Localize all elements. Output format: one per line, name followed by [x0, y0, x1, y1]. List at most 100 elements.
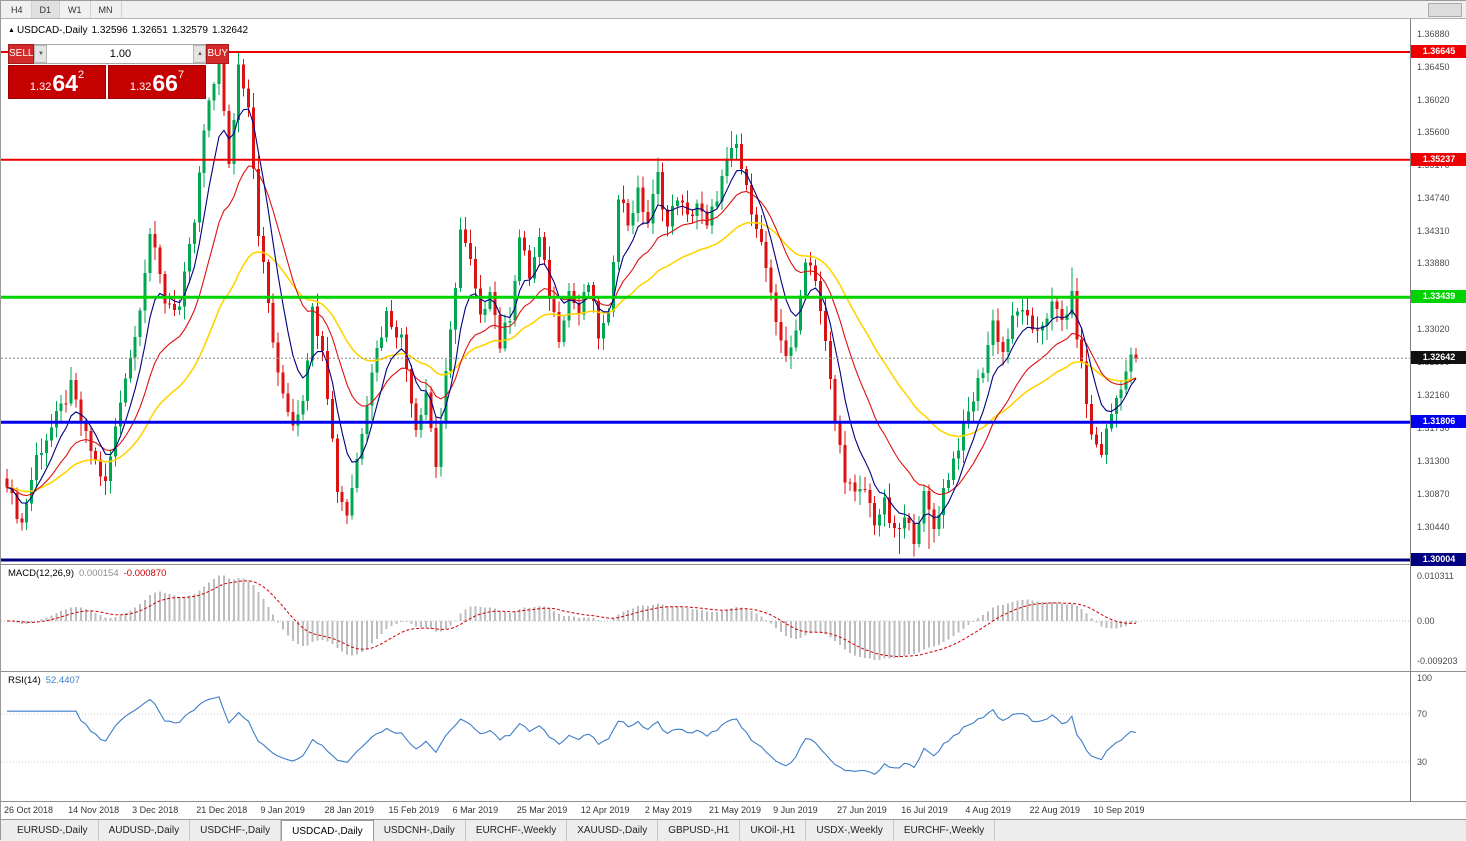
date-axis-label: 6 Mar 2019 — [452, 805, 499, 815]
quote-high: 1.32651 — [131, 25, 168, 36]
quote-low: 1.32579 — [171, 25, 208, 36]
date-axis-label: 10 Sep 2019 — [1093, 805, 1145, 815]
timeframe-button-w1[interactable]: W1 — [60, 1, 91, 18]
price-axis-label: 1.34740 — [1417, 192, 1450, 203]
quote-open: 1.32596 — [91, 25, 128, 36]
volume-decrease-button[interactable]: ▼ — [34, 45, 48, 63]
date-axis-label: 9 Jan 2019 — [260, 805, 305, 815]
chart-symbol-label: USDCAD-,Daily — [16, 25, 88, 36]
sell-button[interactable]: SELL — [8, 44, 35, 64]
rsi-axis-label: 100 — [1417, 673, 1433, 683]
price-axis-label: 1.31300 — [1417, 455, 1450, 466]
fast-ma-line — [6, 108, 1137, 524]
chart-tab-usdx-weekly[interactable]: USDX-,Weekly — [806, 820, 894, 841]
price-axis-label: 1.30440 — [1417, 521, 1450, 532]
buy-price-prefix: 1.32 — [129, 81, 152, 93]
timeframe-button-d1[interactable]: D1 — [31, 1, 61, 18]
sell-price-prefix: 1.32 — [29, 81, 52, 93]
timeframe-button-mn[interactable]: MN — [91, 1, 122, 18]
candlestick-series — [5, 52, 1138, 557]
slow-ma-line — [6, 221, 1137, 493]
rsi-indicator-header: RSI(14) 52.4407 — [8, 675, 80, 686]
buy-price-display[interactable]: 1.32 66 7 — [108, 65, 206, 99]
price-axis-label: 1.36020 — [1417, 94, 1450, 105]
price-axis-label: 1.33020 — [1417, 324, 1450, 335]
macd-axis-label: 0.010311 — [1417, 571, 1454, 581]
macd-histogram — [10, 575, 1137, 660]
date-axis-label: 14 Nov 2018 — [68, 805, 120, 815]
macd-signal-line — [7, 580, 1137, 658]
date-axis-label: 27 Jun 2019 — [837, 805, 887, 815]
chart-tabs-bar: EURUSD-,Daily AUDUSD-,Daily USDCHF-,Daily U… — [1, 819, 1466, 841]
rsi-axis-label: 30 — [1417, 757, 1428, 767]
price-axis-label: 1.35600 — [1417, 126, 1450, 137]
date-axis-label: 16 Jul 2019 — [901, 805, 948, 815]
medium-ma-line — [6, 165, 1137, 497]
date-axis-label: 15 Feb 2019 — [388, 805, 440, 815]
chart-window: ▲ USDCAD-,Daily 1.32596 1.32651 1.32579 1.326… — [1, 18, 1466, 819]
volume-input[interactable] — [47, 45, 194, 63]
date-axis[interactable]: 26 Oct 2018 14 Nov 2018 3 Dec 2018 21 Dec 2… — [1, 802, 1411, 819]
chart-tab-usdcnh-daily[interactable]: USDCNH-,Daily — [373, 820, 466, 841]
rsi-axis-label: 70 — [1417, 709, 1428, 719]
chart-tab-xauusd-daily[interactable]: XAUUSD-,Daily — [567, 820, 659, 841]
date-axis-label: 25 Mar 2019 — [516, 805, 568, 815]
macd-axis-label: 0.00 — [1417, 616, 1435, 626]
volume-increase-button[interactable]: ▲ — [193, 45, 207, 63]
buy-button[interactable]: BUY — [206, 44, 230, 64]
macd-indicator-header: MACD(12,26,9) 0.000154 -0.000870 — [8, 568, 166, 579]
price-axis-label: 1.30870 — [1417, 488, 1450, 499]
timeframe-toolbar: H4 D1 W1 MN — [1, 1, 1466, 19]
chart-tab-eurchf-weekly[interactable]: EURCHF-,Weekly — [465, 820, 568, 841]
macd-main-value: 0.000154 — [79, 568, 119, 579]
timeframe-button-h4[interactable]: H4 — [3, 1, 32, 18]
price-axis-label: 1.34310 — [1417, 225, 1450, 236]
pane-separator — [1411, 801, 1466, 802]
date-axis-label: 21 Dec 2018 — [196, 805, 248, 815]
chart-tab-audusd-daily[interactable]: AUDUSD-,Daily — [98, 820, 191, 841]
chart-tab-usdcad-daily[interactable]: USDCAD-,Daily — [281, 820, 374, 841]
date-axis-label: 22 Aug 2019 — [1029, 805, 1080, 815]
current-price-badge: 1.32642 — [1411, 351, 1466, 365]
macd-signal-value: -0.000870 — [123, 568, 167, 579]
date-axis-label: 9 Jun 2019 — [773, 805, 818, 815]
chart-tab-eurchf-weekly[interactable]: EURCHF-,Weekly — [893, 820, 996, 841]
chart-tab-eurusd-daily[interactable]: EURUSD-,Daily — [7, 820, 99, 841]
collapse-panel-icon[interactable]: ▲ — [8, 27, 15, 34]
date-axis-label: 4 Aug 2019 — [965, 805, 1011, 815]
price-axis-label: 1.33880 — [1417, 258, 1450, 269]
pane-separator — [1411, 671, 1466, 672]
date-axis-label: 2 May 2019 — [644, 805, 692, 815]
date-axis-label: 12 Apr 2019 — [580, 805, 630, 815]
price-level-badge: 1.30004 — [1411, 553, 1466, 566]
chart-tab-usdchf-daily[interactable]: USDCHF-,Daily — [190, 820, 282, 841]
chart-title: ▲ USDCAD-,Daily 1.32596 1.32651 1.32579 1.326… — [8, 25, 252, 36]
price-level-badge: 1.36645 — [1411, 44, 1466, 58]
chart-tab-ukoil-h1[interactable]: UKOil-,H1 — [740, 820, 807, 841]
macd-indicator-label: MACD(12,26,9) — [8, 568, 74, 579]
price-axis[interactable]: 1.368801.364501.360201.356001.351701.347… — [1410, 18, 1466, 802]
price-axis-label: 1.32160 — [1417, 390, 1450, 401]
date-axis-label: 28 Jan 2019 — [324, 805, 374, 815]
chart-tab-gbpusd-h1[interactable]: GBPUSD-,H1 — [658, 820, 741, 841]
date-axis-label: 26 Oct 2018 — [4, 805, 54, 815]
rsi-indicator-label: RSI(14) — [8, 675, 41, 686]
date-axis-label: 21 May 2019 — [708, 805, 762, 815]
date-axis-label: 3 Dec 2018 — [132, 805, 179, 815]
quote-close: 1.32642 — [211, 25, 249, 36]
price-chart-canvas[interactable] — [1, 18, 1466, 802]
scrollbar-corner — [1428, 3, 1462, 17]
price-axis-label: 1.36880 — [1417, 29, 1450, 39]
price-axis-label: 1.36450 — [1417, 61, 1450, 72]
sell-price-display[interactable]: 1.32 64 2 — [8, 65, 106, 99]
rsi-line — [7, 696, 1137, 775]
buy-price-sup: 7 — [177, 69, 185, 81]
sell-price-sup: 2 — [77, 69, 85, 81]
sell-price-big: 64 — [52, 70, 78, 96]
macd-axis-label: -0.009203 — [1417, 656, 1458, 667]
price-level-badge: 1.33439 — [1411, 290, 1466, 304]
price-level-badge: 1.35237 — [1411, 152, 1466, 166]
rsi-value: 52.4407 — [45, 675, 81, 686]
volume-control: ▼ ▲ — [34, 44, 207, 64]
